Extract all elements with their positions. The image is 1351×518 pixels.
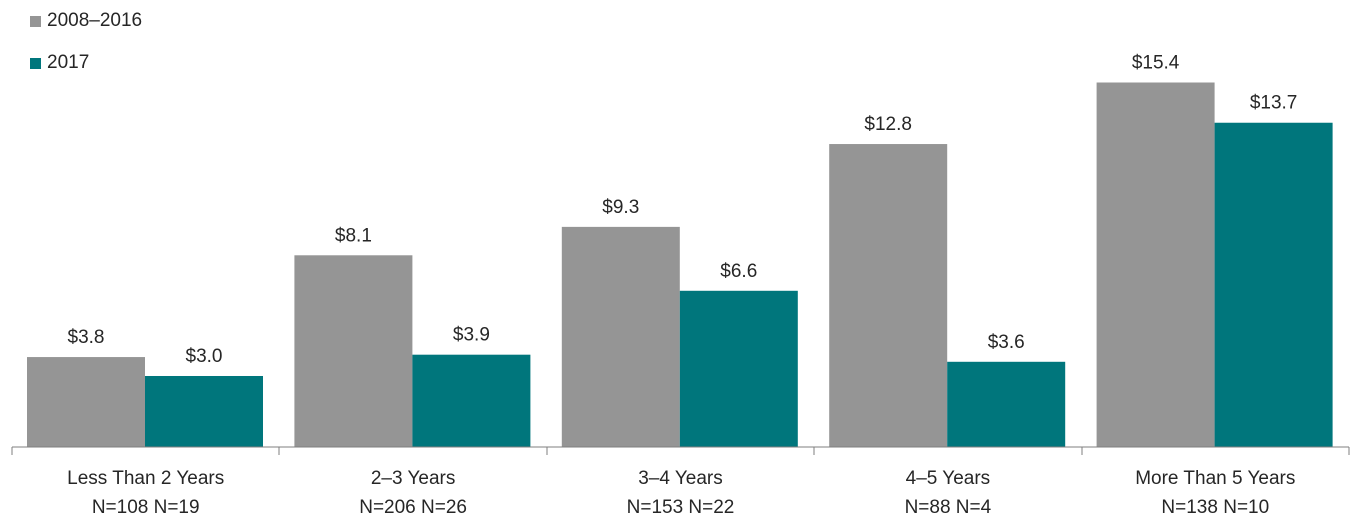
legend-item-series-1: 2008–2016	[30, 10, 142, 32]
legend-label-series-1: 2008–2016	[47, 10, 143, 31]
sample-size-label-5: N=138 N=10	[1161, 497, 1269, 518]
bar-series-1-2	[294, 255, 413, 447]
sample-size-label-1: N=108 N=19	[92, 497, 200, 518]
bar-series-1-4	[829, 144, 948, 447]
value-label-series-2-4: $3.6	[988, 332, 1025, 353]
value-label-series-2-2: $3.9	[453, 325, 490, 346]
category-label-4: 4–5 Years	[906, 468, 991, 489]
category-label-3: 3–4 Years	[638, 468, 723, 489]
bar-series-1-5	[1096, 82, 1215, 447]
bar-series-2-3	[679, 290, 798, 447]
sample-size-label-3: N=153 N=22	[627, 497, 735, 518]
legend-swatch-series-1	[30, 15, 41, 27]
value-label-series-1-4: $12.8	[864, 114, 912, 135]
value-label-series-1-1: $3.8	[68, 327, 105, 348]
bar-series-2-5	[1214, 122, 1333, 447]
sample-size-label-4: N=88 N=4	[905, 497, 992, 518]
value-label-series-1-2: $8.1	[335, 225, 372, 246]
legend: 2008–2016 2017	[30, 10, 142, 94]
value-label-series-2-1: $3.0	[186, 346, 223, 367]
legend-swatch-series-2	[30, 57, 41, 69]
value-label-series-1-5: $15.4	[1132, 53, 1180, 74]
bar-series-2-2	[412, 354, 531, 447]
sample-size-label-2: N=206 N=26	[359, 497, 467, 518]
value-label-series-2-5: $13.7	[1250, 93, 1298, 114]
value-label-series-1-3: $9.3	[602, 197, 639, 218]
value-label-series-2-3: $6.6	[720, 261, 757, 282]
category-label-5: More Than 5 Years	[1135, 468, 1295, 489]
category-label-2: 2–3 Years	[371, 468, 456, 489]
bar-series-1-1	[27, 357, 145, 447]
legend-label-series-2: 2017	[47, 52, 90, 73]
bar-series-2-1	[145, 375, 263, 447]
legend-item-series-2: 2017	[30, 52, 142, 74]
bar-series-1-3	[561, 226, 680, 447]
bar-series-2-4	[947, 361, 1066, 447]
category-label-1: Less Than 2 Years	[67, 468, 224, 489]
